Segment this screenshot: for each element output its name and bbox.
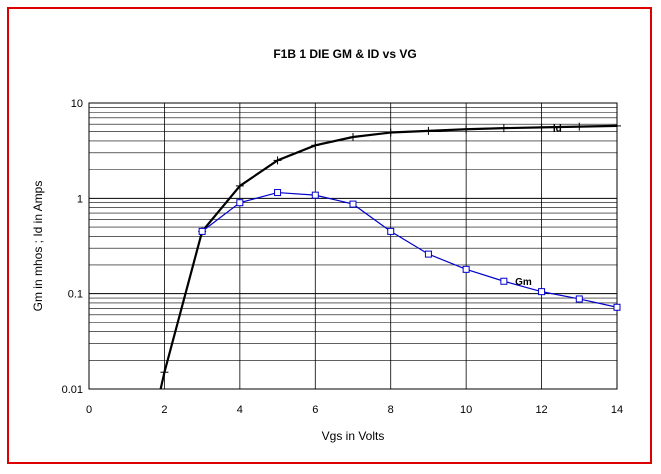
data-point-gm (575, 295, 583, 303)
series-label-id: Id (553, 123, 562, 134)
y-tick-label: 10 (71, 98, 83, 110)
x-tick-label: 12 (535, 404, 547, 416)
data-point-id (537, 123, 546, 132)
series-line-id (159, 124, 618, 390)
data-point-gm (462, 265, 470, 273)
data-point-gm (198, 227, 206, 235)
data-point-gm (387, 227, 395, 235)
data-point-id (273, 156, 282, 165)
data-point-id (349, 132, 357, 141)
x-tick-labels: 0 2 4 6 8 10 12 14 (86, 404, 623, 416)
x-tick-label: 6 (312, 404, 318, 416)
data-point-gm (349, 200, 357, 208)
x-tick-label: 8 (388, 404, 394, 416)
grid (89, 103, 617, 389)
x-tick-label: 14 (611, 404, 623, 416)
data-point-id (311, 141, 320, 150)
series-label-gm: Gm (515, 277, 532, 288)
data-point-gm (274, 189, 282, 197)
x-axis-label: Vgs in Volts (322, 429, 385, 443)
chart-title: F1B 1 DIE GM & ID vs VG (273, 47, 416, 61)
series-line-gm (201, 191, 618, 308)
x-tick-label: 4 (237, 404, 243, 416)
y-axis-label: Gm in mhos ; Id in Amps (31, 181, 45, 312)
data-point-gm (236, 199, 244, 207)
data-point-id (160, 368, 169, 377)
y-tick-labels: 0.01 0.1 1 10 (62, 98, 83, 396)
data-point-id (613, 121, 621, 130)
data-point-id (424, 126, 433, 135)
y-tick-label: 0.1 (68, 289, 83, 301)
plot-area (88, 102, 618, 390)
y-tick-label: 0.01 (62, 384, 83, 396)
x-tick-label: 10 (460, 404, 472, 416)
x-tick-label: 2 (161, 404, 167, 416)
x-tick-label: 0 (86, 404, 92, 416)
data-point-id (235, 181, 244, 190)
series-labels: Id Gm (515, 123, 562, 288)
data-point-gm (613, 303, 621, 311)
data-point-id (462, 125, 471, 134)
data-point-id (575, 122, 584, 131)
data-point-gm (424, 250, 432, 258)
data-point-gm (538, 288, 546, 296)
red-border (7, 7, 652, 464)
data-point-gm (500, 277, 508, 285)
data-point-gm (311, 191, 319, 199)
data-point-id (386, 128, 395, 137)
series-layer (159, 121, 621, 390)
data-point-id (499, 124, 508, 133)
y-tick-label: 1 (77, 193, 83, 205)
